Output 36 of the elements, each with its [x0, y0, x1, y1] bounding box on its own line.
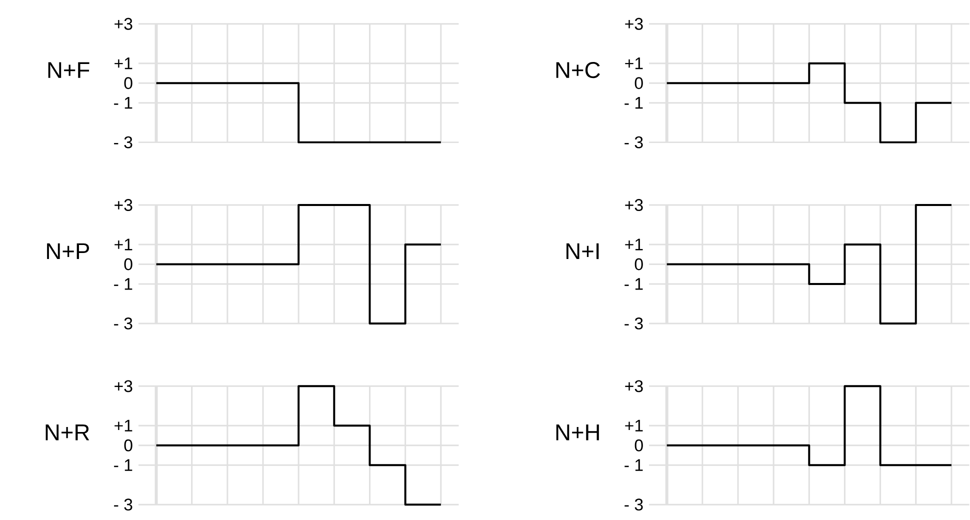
y-tick-label: +1	[114, 238, 132, 251]
y-tick-label: 0	[634, 258, 643, 270]
y-tick-label: 0	[124, 258, 132, 270]
y-tick-label: +1	[625, 238, 643, 251]
y-tick-label: +3	[114, 380, 132, 392]
y-tick-label: - 1	[114, 278, 132, 290]
y-tick-label: 0	[634, 77, 643, 90]
y-tick-label: - 1	[114, 460, 132, 472]
y-tick-label: +1	[114, 58, 132, 70]
y-tick-label: - 3	[114, 498, 132, 511]
y-tick-label: - 3	[624, 136, 643, 149]
y-tick-label: +1	[625, 58, 643, 70]
y-axis-title: N+R	[46, 424, 90, 440]
y-tick-label: +3	[625, 18, 643, 30]
y-axis-title: N+P	[47, 244, 89, 260]
y-tick-label: - 1	[114, 97, 132, 109]
y-tick-label: - 1	[624, 97, 643, 109]
y-tick-label: - 1	[624, 460, 643, 472]
y-axis-title: N+I	[566, 244, 599, 260]
y-tick-label: +3	[114, 18, 132, 30]
y-tick-label: +1	[114, 420, 132, 432]
y-tick-label: 0	[124, 440, 132, 452]
y-tick-label: +3	[625, 199, 643, 212]
y-tick-label: +3	[114, 199, 132, 212]
y-tick-label: - 3	[114, 318, 132, 330]
y-tick-label: +1	[625, 420, 643, 432]
y-tick-label: - 3	[624, 318, 643, 330]
y-axis-title: N+H	[556, 424, 599, 440]
y-axis-title: N+C	[556, 62, 600, 78]
y-tick-label: - 3	[114, 136, 132, 149]
y-tick-label: - 1	[624, 278, 643, 290]
y-tick-label: - 3	[624, 498, 643, 511]
y-tick-label: 0	[634, 440, 643, 452]
y-axis-title: N+F	[48, 62, 90, 78]
y-tick-label: 0	[124, 77, 132, 90]
y-tick-label: +3	[625, 380, 643, 392]
